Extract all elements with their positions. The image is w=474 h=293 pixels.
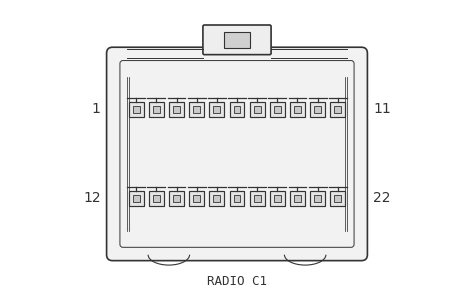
- Bar: [234, 106, 240, 113]
- Bar: [234, 195, 240, 202]
- Bar: [254, 195, 261, 202]
- Bar: [270, 102, 285, 117]
- Bar: [129, 102, 144, 117]
- Bar: [330, 191, 345, 206]
- Bar: [314, 195, 321, 202]
- Bar: [310, 102, 325, 117]
- Bar: [173, 106, 180, 113]
- Bar: [250, 191, 264, 206]
- Bar: [210, 102, 224, 117]
- Bar: [133, 106, 140, 113]
- Bar: [290, 102, 305, 117]
- Bar: [133, 195, 140, 202]
- Bar: [193, 106, 200, 113]
- Bar: [153, 106, 160, 113]
- Text: 1: 1: [92, 103, 100, 117]
- Bar: [149, 102, 164, 117]
- Bar: [189, 102, 204, 117]
- Bar: [310, 191, 325, 206]
- Bar: [213, 106, 220, 113]
- Bar: [334, 106, 341, 113]
- Bar: [294, 195, 301, 202]
- Bar: [193, 195, 200, 202]
- Bar: [270, 191, 285, 206]
- FancyBboxPatch shape: [120, 61, 354, 247]
- Bar: [274, 195, 281, 202]
- Bar: [229, 191, 245, 206]
- Text: 12: 12: [83, 191, 100, 205]
- Text: RADIO C1: RADIO C1: [207, 275, 267, 288]
- Bar: [173, 195, 180, 202]
- Bar: [294, 106, 301, 113]
- Bar: [224, 32, 250, 48]
- Bar: [254, 106, 261, 113]
- Bar: [169, 102, 184, 117]
- Bar: [229, 102, 245, 117]
- FancyBboxPatch shape: [107, 47, 367, 261]
- Bar: [330, 102, 345, 117]
- Text: 11: 11: [374, 103, 391, 117]
- Bar: [129, 191, 144, 206]
- Bar: [210, 191, 224, 206]
- Bar: [213, 195, 220, 202]
- FancyBboxPatch shape: [203, 25, 271, 55]
- Bar: [250, 102, 264, 117]
- Bar: [334, 195, 341, 202]
- Bar: [153, 195, 160, 202]
- Bar: [274, 106, 281, 113]
- Bar: [169, 191, 184, 206]
- Bar: [189, 191, 204, 206]
- Bar: [314, 106, 321, 113]
- Bar: [149, 191, 164, 206]
- Bar: [290, 191, 305, 206]
- Text: 22: 22: [374, 191, 391, 205]
